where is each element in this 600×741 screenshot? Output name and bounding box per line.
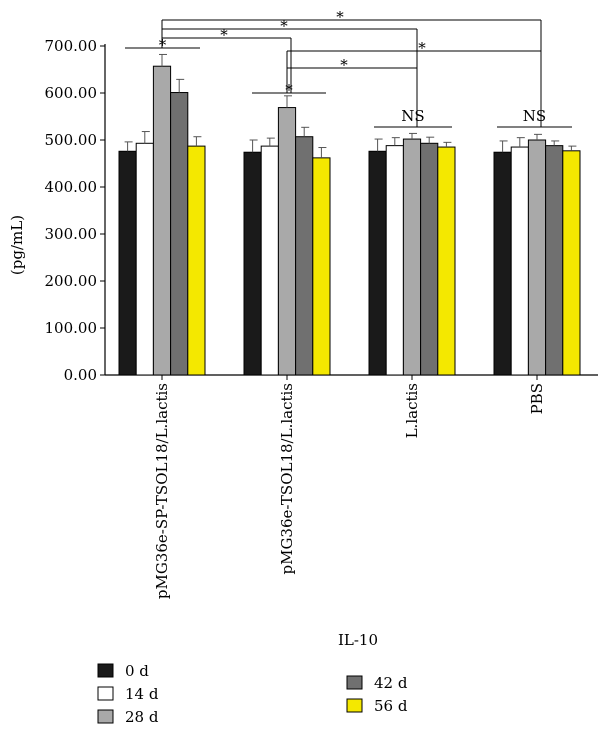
bar bbox=[295, 136, 314, 376]
legend-swatch bbox=[346, 675, 363, 690]
bar bbox=[493, 151, 512, 376]
y-tick-label: 500.00 bbox=[45, 131, 98, 149]
y-tick-label: 300.00 bbox=[45, 225, 98, 243]
significance-label: * bbox=[220, 26, 228, 44]
legend-swatch bbox=[97, 686, 114, 701]
category-label: PBS bbox=[528, 383, 546, 414]
significance-annotations: * * NS NS * * * * * bbox=[125, 8, 572, 128]
bar bbox=[135, 142, 154, 376]
category-label: pMG36e-TSOL18/L.lactis bbox=[278, 383, 296, 575]
legend: 0 d 14 d 28 d 42 d 56 d bbox=[97, 662, 408, 726]
bar bbox=[312, 157, 331, 376]
y-tick-label: 0.00 bbox=[64, 366, 97, 384]
y-tick-label: 700.00 bbox=[45, 37, 98, 55]
legend-swatch bbox=[97, 663, 114, 678]
significance-label: * bbox=[280, 17, 288, 35]
legend-label: 56 d bbox=[374, 697, 408, 715]
significance-label: * bbox=[340, 56, 348, 74]
bar bbox=[170, 92, 189, 376]
y-tick-label: 100.00 bbox=[45, 319, 98, 337]
legend-label: 42 d bbox=[374, 674, 408, 692]
y-tick-label: 400.00 bbox=[45, 178, 98, 196]
legend-label: 0 d bbox=[125, 662, 149, 680]
bar bbox=[510, 146, 529, 376]
significance-label: * bbox=[159, 36, 167, 54]
bar bbox=[152, 65, 172, 376]
bar bbox=[187, 145, 206, 376]
bar bbox=[368, 150, 387, 376]
bar bbox=[545, 145, 564, 376]
significance-label: * bbox=[336, 8, 344, 26]
axes: 0.00 100.00 200.00 300.00 400.00 500.00 600.00… bbox=[45, 37, 598, 599]
y-axis-label: (pg/mL) bbox=[8, 215, 26, 275]
bar bbox=[420, 142, 439, 376]
y-tick-label: 600.00 bbox=[45, 84, 98, 102]
x-axis-title: IL-10 bbox=[338, 631, 378, 649]
bar bbox=[243, 151, 262, 376]
significance-label: NS bbox=[401, 107, 424, 125]
category-label: pMG36e-SP-TSOL18/L.lactis bbox=[153, 383, 171, 599]
bar bbox=[385, 145, 404, 376]
bar bbox=[562, 150, 581, 376]
axis-labels: (pg/mL) IL-10 bbox=[8, 215, 378, 649]
legend-label: 14 d bbox=[125, 685, 159, 703]
bar bbox=[277, 107, 297, 376]
bar bbox=[118, 150, 137, 376]
significance-label: * bbox=[285, 81, 293, 99]
bar bbox=[402, 138, 422, 376]
bars bbox=[118, 53, 581, 376]
legend-swatch bbox=[97, 709, 114, 724]
category-label: L.lactis bbox=[403, 383, 421, 438]
significance-label: NS bbox=[523, 107, 546, 125]
y-tick-label: 200.00 bbox=[45, 272, 98, 290]
legend-swatch bbox=[346, 698, 363, 713]
significance-label: * bbox=[418, 39, 426, 57]
bar bbox=[527, 139, 547, 376]
legend-label: 28 d bbox=[125, 708, 159, 726]
bar bbox=[437, 146, 456, 376]
bar bbox=[260, 145, 279, 376]
